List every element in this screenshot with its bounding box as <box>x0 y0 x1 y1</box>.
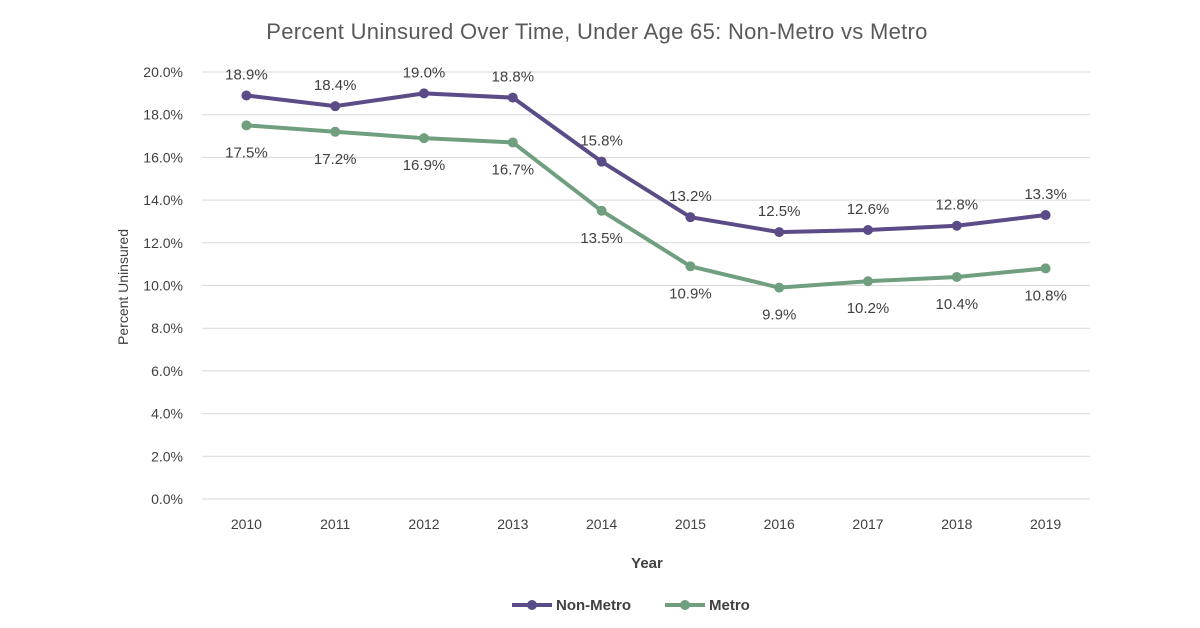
non-metro-data-point <box>330 101 341 112</box>
series-lines <box>241 88 1051 293</box>
y-tick-label: 14.0% <box>143 192 183 208</box>
x-tick-label: 2016 <box>764 516 795 532</box>
non-metro-data-label: 13.2% <box>669 188 712 205</box>
non-metro-data-point <box>774 227 785 238</box>
non-metro-data-label: 18.8% <box>492 69 535 86</box>
non-metro-data-point <box>685 212 696 223</box>
chart-title: Percent Uninsured Over Time, Under Age 6… <box>266 19 927 44</box>
y-tick-label: 18.0% <box>143 107 183 123</box>
metro-data-point <box>774 282 785 293</box>
metro-data-point <box>685 261 696 272</box>
metro-data-point <box>1040 263 1051 274</box>
y-tick-label: 6.0% <box>151 363 183 379</box>
non-metro-data-label: 12.5% <box>758 203 801 220</box>
x-axis-ticks: 2010 2011 2012 2013 2014 2015 2016 2017 2018 2019 <box>231 516 1062 532</box>
legend-label-non-metro: Non-Metro <box>556 597 631 614</box>
metro-data-point <box>507 137 518 148</box>
non-metro-data-point <box>596 156 607 167</box>
y-axis-ticks: 0.0% 2.0% 4.0% 6.0% 8.0% 10.0% 12.0% 14.0% 16.0%… <box>143 64 183 507</box>
metro-data-label: 17.5% <box>225 144 268 161</box>
x-tick-label: 2019 <box>1030 516 1061 532</box>
gridlines <box>202 71 1090 500</box>
y-tick-label: 2.0% <box>151 448 183 464</box>
non-metro-data-point <box>1040 210 1051 221</box>
non-metro-data-label: 19.0% <box>403 64 446 81</box>
x-tick-label: 2010 <box>231 516 262 532</box>
non-metro-data-point <box>419 88 429 99</box>
metro-data-label: 16.7% <box>492 161 535 178</box>
y-tick-label: 0.0% <box>151 491 183 507</box>
non-metro-data-label: 15.8% <box>580 133 623 150</box>
metro-data-point <box>863 276 873 287</box>
non-metro-series-line <box>244 91 1048 235</box>
non-metro-data-label: 13.3% <box>1024 186 1067 203</box>
metro-data-point <box>951 271 962 282</box>
metro-data-label: 10.4% <box>936 296 979 313</box>
metro-series-line <box>244 123 1048 290</box>
metro-data-point <box>241 120 252 131</box>
y-tick-label: 12.0% <box>143 235 183 251</box>
non-metro-data-label: 12.8% <box>936 197 979 214</box>
y-tick-label: 4.0% <box>151 406 183 422</box>
metro-data-label: 10.8% <box>1024 287 1067 304</box>
y-tick-label: 16.0% <box>143 149 183 165</box>
x-axis-title: Year <box>631 555 663 572</box>
metro-data-label: 17.2% <box>314 151 357 168</box>
x-tick-label: 2012 <box>408 516 439 532</box>
non-metro-data-label: 18.4% <box>314 77 357 94</box>
legend-label-metro: Metro <box>709 597 750 614</box>
legend-marker-non-metro <box>527 600 537 610</box>
x-tick-label: 2017 <box>852 516 883 532</box>
data-labels: 18.9% 18.4% 19.0% 18.8% 15.8% 13.2% 12.5% 12.6%… <box>225 64 1067 323</box>
x-tick-label: 2018 <box>941 516 972 532</box>
metro-data-label: 10.9% <box>669 285 712 302</box>
non-metro-data-point <box>863 224 873 235</box>
metro-data-label: 16.9% <box>403 157 446 174</box>
y-tick-label: 20.0% <box>143 64 183 80</box>
metro-data-point <box>419 133 429 144</box>
y-axis-title: Percent Uninsured <box>115 229 131 345</box>
metro-data-label: 13.5% <box>580 230 623 247</box>
metro-data-point <box>330 126 341 137</box>
x-tick-label: 2011 <box>320 516 350 532</box>
non-metro-data-point <box>951 220 962 231</box>
x-tick-label: 2014 <box>586 516 617 532</box>
legend: Non-Metro Metro <box>512 597 750 614</box>
metro-data-point <box>596 205 607 216</box>
metro-data-label: 10.2% <box>847 300 890 317</box>
non-metro-data-label: 18.9% <box>225 66 268 83</box>
non-metro-data-label: 12.6% <box>847 201 890 218</box>
legend-marker-metro <box>680 600 690 610</box>
metro-data-label: 9.9% <box>762 307 796 324</box>
y-tick-label: 10.0% <box>143 278 183 294</box>
y-tick-label: 8.0% <box>151 320 183 336</box>
non-metro-data-point <box>241 90 252 101</box>
non-metro-data-point <box>507 92 518 103</box>
x-tick-label: 2013 <box>497 516 528 532</box>
x-tick-label: 2015 <box>675 516 706 532</box>
